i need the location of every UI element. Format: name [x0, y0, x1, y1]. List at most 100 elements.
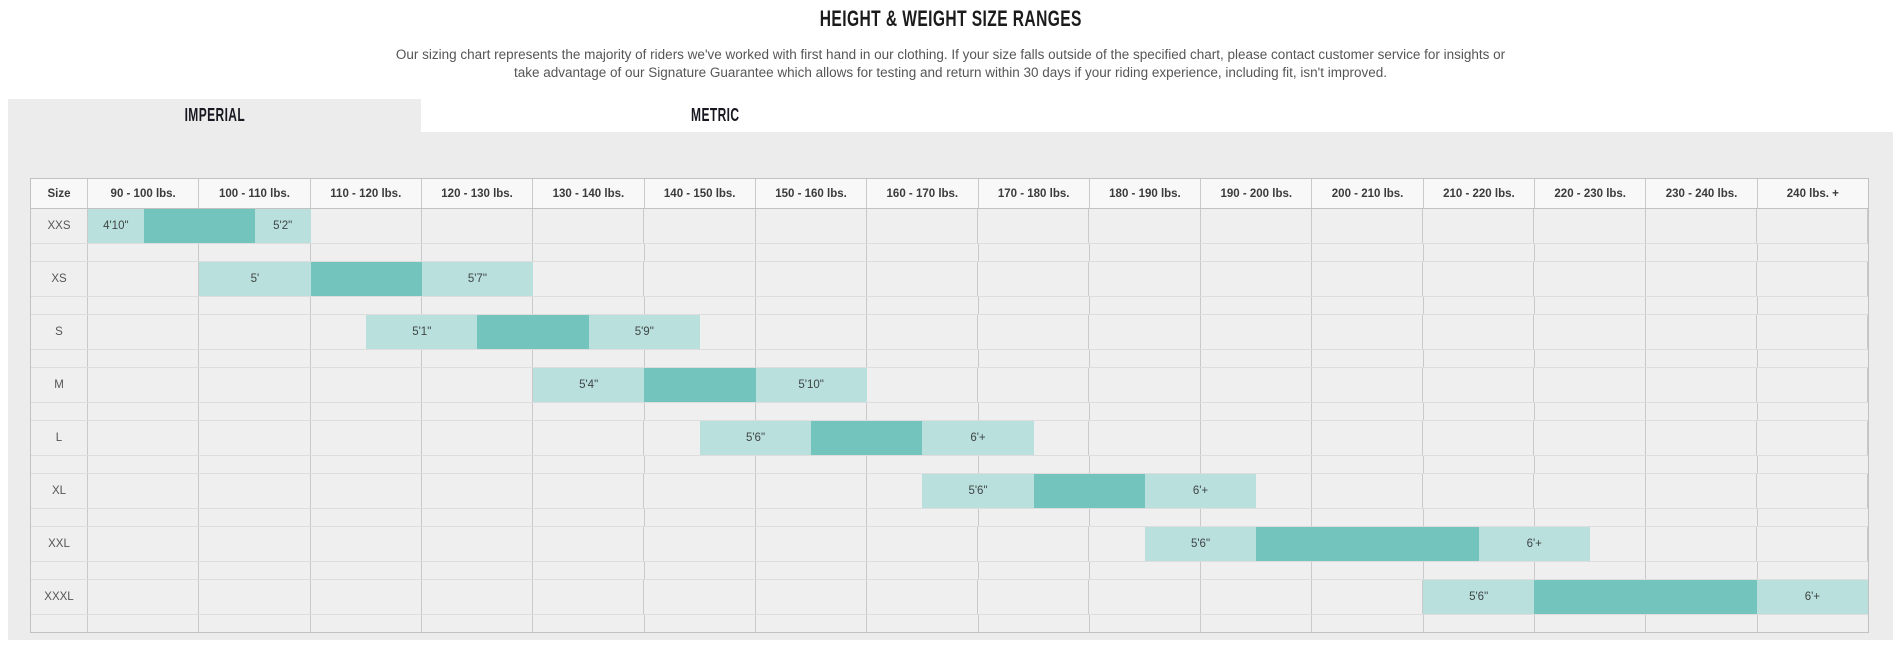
grid-cell — [311, 368, 422, 402]
grid-cell — [533, 244, 645, 261]
grid-cell — [422, 562, 534, 579]
height-min-label: 5' — [199, 262, 311, 296]
grid-cell — [311, 527, 422, 561]
grid-cell — [1312, 350, 1424, 367]
grid-cell — [1089, 262, 1201, 296]
weight-column-header: 100 - 110 lbs. — [199, 179, 311, 208]
spacer-size-cell — [31, 297, 88, 314]
grid-cell — [645, 350, 756, 367]
grid-cell — [645, 509, 756, 526]
height-min-label: 5'6" — [1423, 580, 1535, 614]
grid-cell — [978, 315, 1090, 349]
height-max-label: 6'+ — [1756, 580, 1868, 614]
height-max-label: 6'+ — [1144, 474, 1257, 508]
grid-cell — [867, 527, 978, 561]
grid-cell — [867, 209, 978, 243]
size-table: Size 90 - 100 lbs. 100 - 110 lbs. 110 - 120… — [30, 178, 1869, 633]
grid-cell — [1090, 403, 1202, 420]
grid-cell — [1201, 315, 1312, 349]
grid-cell — [1424, 297, 1536, 314]
grid-cell — [1534, 262, 1646, 296]
grid-cell — [88, 615, 200, 632]
height-max-label: 6'+ — [922, 421, 1034, 455]
grid-cell — [1090, 456, 1202, 473]
table-row: XL 5'6" 6'+ — [31, 474, 1868, 509]
weight-column-header: 150 - 160 lbs. — [756, 179, 868, 208]
weight-track: 5'4" 5'10" — [88, 368, 1868, 402]
weight-column-header: 190 - 200 lbs. — [1201, 179, 1313, 208]
spacer-row — [31, 615, 1868, 632]
tab-imperial[interactable]: IMPERIAL — [8, 99, 421, 132]
weight-track: 5' 5'7" — [88, 262, 1868, 296]
height-range-band: 5'6" 6'+ — [1423, 580, 1868, 614]
grid-cell — [644, 527, 756, 561]
grid-cell — [422, 350, 534, 367]
grid-cell — [199, 527, 311, 561]
grid-cell — [1312, 297, 1424, 314]
grid-cell — [88, 474, 200, 508]
spacer-track — [88, 615, 1868, 632]
grid-cell — [1646, 262, 1757, 296]
grid-cell — [978, 527, 1090, 561]
grid-cell — [199, 297, 311, 314]
grid-cell — [1424, 403, 1536, 420]
grid-cell — [1646, 421, 1757, 455]
grid-cell — [1757, 527, 1868, 561]
weight-column-header: 90 - 100 lbs. — [88, 179, 200, 208]
weight-column-header: 240 lbs. + — [1786, 187, 1839, 200]
grid-cell — [311, 580, 422, 614]
grid-cell — [1423, 421, 1535, 455]
grid-cell — [1423, 368, 1535, 402]
grid-cell — [645, 562, 756, 579]
grid-cell — [1312, 421, 1423, 455]
grid-cell — [1312, 244, 1424, 261]
grid-cell — [533, 262, 645, 296]
height-min-label: 5'6" — [1144, 527, 1257, 561]
size-column-header: Size — [31, 179, 88, 208]
grid-cell — [422, 580, 533, 614]
grid-cell — [199, 421, 311, 455]
grid-cell — [199, 580, 311, 614]
grid-cell — [1089, 580, 1201, 614]
grid-cell — [1201, 350, 1313, 367]
grid-cell — [979, 456, 1090, 473]
grid-cell — [1534, 527, 1646, 561]
grid-cell — [88, 456, 200, 473]
grid-cell — [979, 403, 1090, 420]
size-row-label: S — [31, 315, 88, 349]
height-min-label: 5'4" — [533, 368, 645, 402]
grid-cell — [645, 615, 756, 632]
grid-cell — [867, 615, 979, 632]
grid-cell — [1423, 474, 1535, 508]
size-row-label: XL — [31, 474, 88, 508]
grid-cell — [88, 403, 200, 420]
weight-track: 5'6" 6'+ — [88, 580, 1868, 614]
tab-metric[interactable]: METRIC — [421, 99, 1009, 132]
grid-cell — [1201, 209, 1312, 243]
grid-cell — [1758, 403, 1868, 420]
grid-cell — [1089, 421, 1201, 455]
grid-cell — [867, 262, 978, 296]
grid-cell — [867, 456, 979, 473]
grid-cell — [1534, 368, 1646, 402]
grid-cell — [1312, 474, 1423, 508]
grid-cell — [1758, 350, 1868, 367]
grid-cell — [645, 297, 756, 314]
grid-cell — [422, 403, 534, 420]
grid-cell — [978, 580, 1090, 614]
grid-cell — [199, 315, 311, 349]
height-band-dark-segment — [811, 421, 923, 455]
weight-track: 4'10" 5'2" — [88, 209, 1868, 243]
grid-cell — [1535, 509, 1647, 526]
weight-column-header: 210 - 220 lbs. — [1424, 179, 1536, 208]
grid-cell — [422, 456, 534, 473]
grid-cell — [1423, 209, 1535, 243]
grid-cell — [1201, 562, 1313, 579]
title-row: HEIGHT & WEIGHT SIZE RANGES — [0, 0, 1901, 33]
grid-cell — [1424, 244, 1536, 261]
grid-cell — [311, 421, 422, 455]
grid-cell — [1423, 262, 1535, 296]
grid-cell — [1646, 368, 1757, 402]
spacer-track — [88, 244, 1868, 261]
grid-cell — [1646, 403, 1758, 420]
